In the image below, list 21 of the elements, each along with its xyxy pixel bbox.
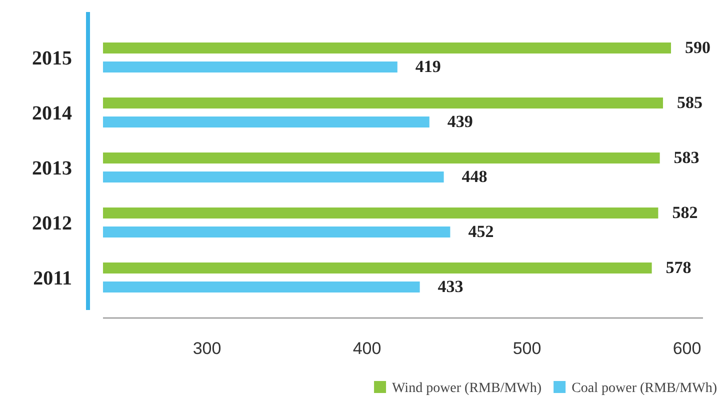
- data-label: 590: [685, 38, 710, 57]
- y-tick-label: 2013: [32, 158, 72, 180]
- data-label: 433: [438, 277, 464, 296]
- legend-label: Wind power (RMB/MWh): [392, 381, 542, 396]
- data-label: 448: [462, 167, 488, 186]
- x-tick-label: 400: [352, 339, 382, 358]
- data-label: 582: [672, 203, 698, 222]
- data-label: 583: [674, 148, 700, 167]
- data-label: 578: [666, 258, 692, 277]
- y-tick-label: 2015: [32, 48, 72, 70]
- legend-label: Coal power (RMB/MWh): [572, 381, 718, 396]
- y-tick-label: 2014: [32, 102, 72, 124]
- x-tick-label: 300: [192, 339, 222, 358]
- y-tick-label: 2011: [33, 268, 72, 290]
- data-label: 452: [468, 222, 494, 241]
- data-label: 419: [415, 57, 441, 76]
- y-tick-label: 2012: [32, 212, 72, 234]
- data-label: 439: [447, 112, 473, 131]
- data-label: 585: [677, 93, 702, 112]
- x-tick-label: 500: [512, 339, 542, 358]
- x-tick-label: 600: [672, 339, 702, 358]
